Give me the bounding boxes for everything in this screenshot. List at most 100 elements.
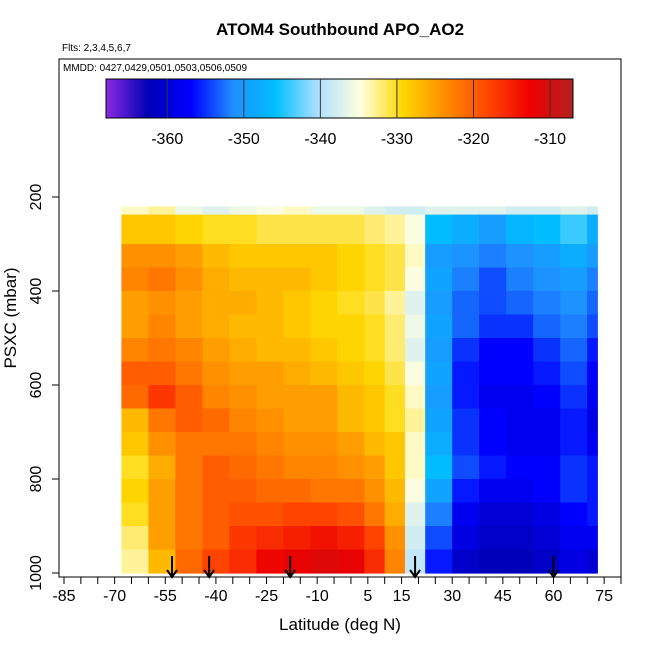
heatmap-cell [121, 291, 149, 316]
heatmap-cell [405, 385, 426, 410]
heatmap-cell [587, 455, 598, 480]
heatmap-cell [283, 361, 311, 386]
heatmap-cell [479, 214, 507, 245]
heatmap-cell [121, 549, 149, 574]
heatmap-cell [175, 244, 203, 269]
heatmap-cell [256, 502, 284, 527]
heatmap-cell [479, 206, 507, 216]
heatmap-cell [202, 526, 230, 551]
heatmap-cell [202, 244, 230, 269]
heatmap-cell [229, 338, 257, 363]
heatmap-cell [425, 206, 453, 216]
heatmap-cell [202, 432, 230, 457]
heatmap-cell [148, 314, 176, 339]
heatmap-cell [425, 408, 453, 433]
heatmap-cell [533, 549, 561, 574]
heatmap-cell [148, 455, 176, 480]
heatmap-cell [452, 214, 480, 245]
heatmap-cell [405, 214, 426, 245]
heatmap-cell [175, 432, 203, 457]
x-tick-label: -40 [204, 588, 227, 605]
x-tick-label: 15 [393, 588, 411, 605]
colorbar-tick-label: -340 [304, 131, 336, 148]
heatmap-cell [506, 526, 534, 551]
heatmap-cell [256, 432, 284, 457]
heatmap-cell [148, 214, 176, 245]
y-axis: 200 400 600 800 1000 [28, 184, 59, 591]
heatmap-cell [533, 291, 561, 316]
heatmap-cell [384, 432, 406, 457]
heatmap-cell [479, 291, 507, 316]
heatmap-cell [533, 479, 561, 504]
heatmap-cell [587, 479, 598, 504]
heatmap-cell [202, 291, 230, 316]
heatmap-cell [405, 267, 426, 292]
heatmap-cell [283, 338, 311, 363]
heatmap-cell [283, 526, 311, 551]
heatmap-cell [533, 214, 561, 245]
heatmap-cell [364, 267, 386, 292]
x-tick-label: -25 [255, 588, 278, 605]
heatmap-cell [533, 502, 561, 527]
heatmap-cell [506, 244, 534, 269]
x-tick-label: -10 [306, 588, 329, 605]
heatmap-cell [202, 385, 230, 410]
heatmap-cell [479, 385, 507, 410]
heatmap-cell [229, 526, 257, 551]
heatmap-cell [229, 314, 257, 339]
heatmap-cell [202, 408, 230, 433]
y-axis-label: PSXC (mbar) [1, 267, 20, 368]
heatmap-cell [560, 244, 588, 269]
heatmap-cell [337, 526, 365, 551]
heatmap-cell [364, 206, 386, 216]
heatmap-cell [452, 244, 480, 269]
heatmap-cell [202, 314, 230, 339]
heatmap-cell [425, 526, 453, 551]
heatmap-cell [310, 479, 338, 504]
heatmap-cell [121, 385, 149, 410]
heatmap-cell [229, 361, 257, 386]
heatmap-cell [256, 338, 284, 363]
flights-note: Flts: 2,3,4,5,6,7 [62, 43, 131, 54]
heatmap-cell [560, 206, 588, 216]
heatmap-cell [364, 244, 386, 269]
heatmap-cell [175, 267, 203, 292]
heatmap-cell [479, 432, 507, 457]
heatmap-cell [587, 502, 598, 527]
heatmap-cell [121, 338, 149, 363]
heatmap-cell [148, 206, 176, 216]
heatmap-cell [533, 432, 561, 457]
heatmap-cell [229, 455, 257, 480]
heatmap-cell [202, 206, 230, 216]
heatmap-cell [283, 432, 311, 457]
heatmap-cell [405, 408, 426, 433]
heatmap-cell [533, 361, 561, 386]
heatmap-cell [148, 244, 176, 269]
heatmap-cell [452, 267, 480, 292]
x-tick-label: -85 [52, 588, 75, 605]
heatmap-cell [148, 361, 176, 386]
heatmap-cell [256, 361, 284, 386]
heatmap-cell [256, 206, 284, 216]
heatmap-cell [479, 244, 507, 269]
heatmap-cell [364, 526, 386, 551]
colorbar-tick-label: -360 [151, 131, 183, 148]
heatmap-cell [533, 267, 561, 292]
y-tick-label: 800 [28, 466, 45, 493]
heatmap-cell [384, 314, 406, 339]
x-tick-label: 60 [545, 588, 563, 605]
heatmap-cell [405, 432, 426, 457]
heatmap-cell [452, 291, 480, 316]
heatmap-cell [121, 502, 149, 527]
heatmap-cell [425, 267, 453, 292]
heatmap-cell [479, 479, 507, 504]
heatmap-cell [479, 267, 507, 292]
heatmap-cell [364, 432, 386, 457]
heatmap-cell [452, 432, 480, 457]
heatmap-cell [506, 361, 534, 386]
heatmap-cell [310, 526, 338, 551]
x-axis: -85 -70 -55 -40 -25 -10 5 15 30 45 60 75 [52, 577, 622, 605]
heatmap-cell [121, 267, 149, 292]
heatmap-cell [560, 479, 588, 504]
